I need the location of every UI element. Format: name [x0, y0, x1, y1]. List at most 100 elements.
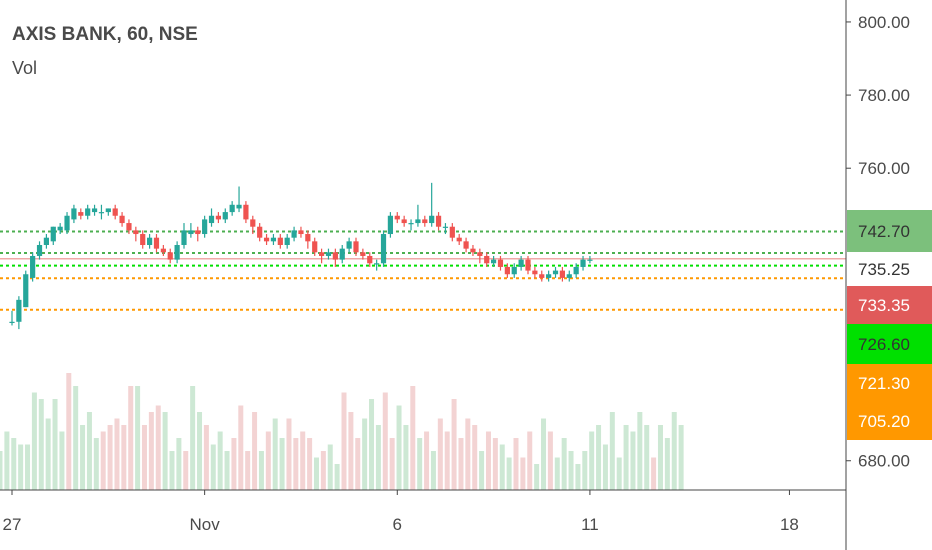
candle-body [470, 248, 476, 253]
candle-body [477, 252, 483, 256]
candle-body [277, 237, 283, 245]
time-tick-label: 11 [581, 515, 599, 534]
volume-bar [561, 438, 567, 490]
price-label-box [847, 210, 932, 252]
price-label-text: 742.70 [858, 222, 910, 241]
time-tick-label: 6 [393, 515, 402, 534]
price-label-box [847, 402, 932, 440]
volume-bar [465, 418, 471, 490]
volume-bar [293, 438, 299, 490]
candle-body [71, 208, 77, 220]
volume-bar [451, 399, 457, 490]
volume-bar [169, 451, 175, 490]
volume-bar [444, 431, 450, 490]
candle-body [332, 252, 338, 260]
candle-body [380, 234, 387, 264]
volume-bar [341, 392, 347, 490]
volume-bar [66, 373, 72, 490]
candle-body [346, 241, 352, 249]
volume-bar [155, 405, 161, 490]
candle-body [195, 230, 201, 235]
candle-body [298, 230, 304, 235]
candle-body [312, 241, 318, 253]
volume-bar [458, 438, 464, 490]
candle-body [511, 266, 517, 275]
volume-bar [327, 444, 333, 490]
volume-bar [52, 399, 58, 490]
volume-bar [252, 412, 258, 490]
candle-body [546, 274, 552, 278]
candle-body [559, 270, 565, 278]
candle-body [415, 219, 421, 224]
volume-bar [678, 425, 684, 490]
volume-bar [11, 438, 17, 490]
candle-body [374, 263, 380, 265]
volume-bar [141, 425, 147, 490]
volume-bar [45, 418, 51, 490]
volume-bar [644, 425, 650, 490]
price-tick-label: 680.00 [858, 452, 910, 471]
candle-body [435, 215, 442, 227]
volume-bar [231, 438, 237, 490]
candle-body [394, 215, 400, 220]
price-tick-label: 780.00 [858, 86, 910, 105]
volume-bar [203, 425, 209, 490]
volume-indicator-label[interactable]: Vol [12, 58, 38, 78]
volume-bar [18, 444, 24, 490]
volume-bar [265, 431, 271, 490]
volume-bar [300, 431, 306, 490]
volume-bar [176, 438, 182, 490]
candle-body [367, 255, 373, 264]
candle-body [539, 274, 545, 278]
candle-body [23, 274, 29, 308]
candle-body [188, 230, 194, 235]
volume-bar [596, 425, 602, 490]
volume-bar [547, 431, 553, 490]
volume-bar [664, 438, 670, 490]
candle-body [408, 223, 414, 225]
volume-bar [217, 431, 223, 490]
candle-body [36, 245, 43, 256]
candle-body [16, 299, 22, 322]
candle-body [319, 252, 325, 256]
candle-body [442, 226, 449, 228]
candle-body [181, 230, 187, 245]
candle-body [167, 252, 173, 260]
volume-bar [589, 431, 595, 490]
candle-body [133, 230, 139, 235]
volume-bar [238, 405, 244, 490]
candle-body [85, 208, 91, 216]
volume-bar [424, 431, 430, 490]
candle-body [91, 208, 98, 213]
candle-body [456, 237, 462, 242]
candle-body [112, 208, 118, 216]
candle-body [525, 259, 531, 271]
candle-body [147, 237, 153, 245]
candle-body [491, 259, 497, 264]
candle-body [566, 274, 572, 278]
price-tick-label: 800.00 [858, 13, 910, 32]
volume-bar [107, 425, 113, 490]
volume-bar [135, 386, 141, 490]
candle-body [160, 248, 166, 253]
volume-bar [224, 451, 230, 490]
candle-body [105, 208, 111, 213]
volume-bar [479, 451, 485, 490]
price-label-box [847, 324, 932, 364]
volume-bar [637, 412, 643, 490]
volume-bar [375, 425, 381, 490]
price-label-text: 721.30 [858, 374, 910, 393]
volume-bar [616, 457, 622, 490]
volume-bar [114, 418, 120, 490]
candle-body [202, 219, 208, 235]
volume-bar [541, 418, 547, 490]
candle-body [126, 223, 132, 231]
candle-body [222, 212, 228, 220]
volume-bar [272, 418, 278, 490]
candle-body [236, 204, 242, 209]
volume-bar [609, 412, 615, 490]
volume-bar [520, 457, 526, 490]
candle-body [552, 270, 559, 275]
candle-body [291, 230, 297, 238]
